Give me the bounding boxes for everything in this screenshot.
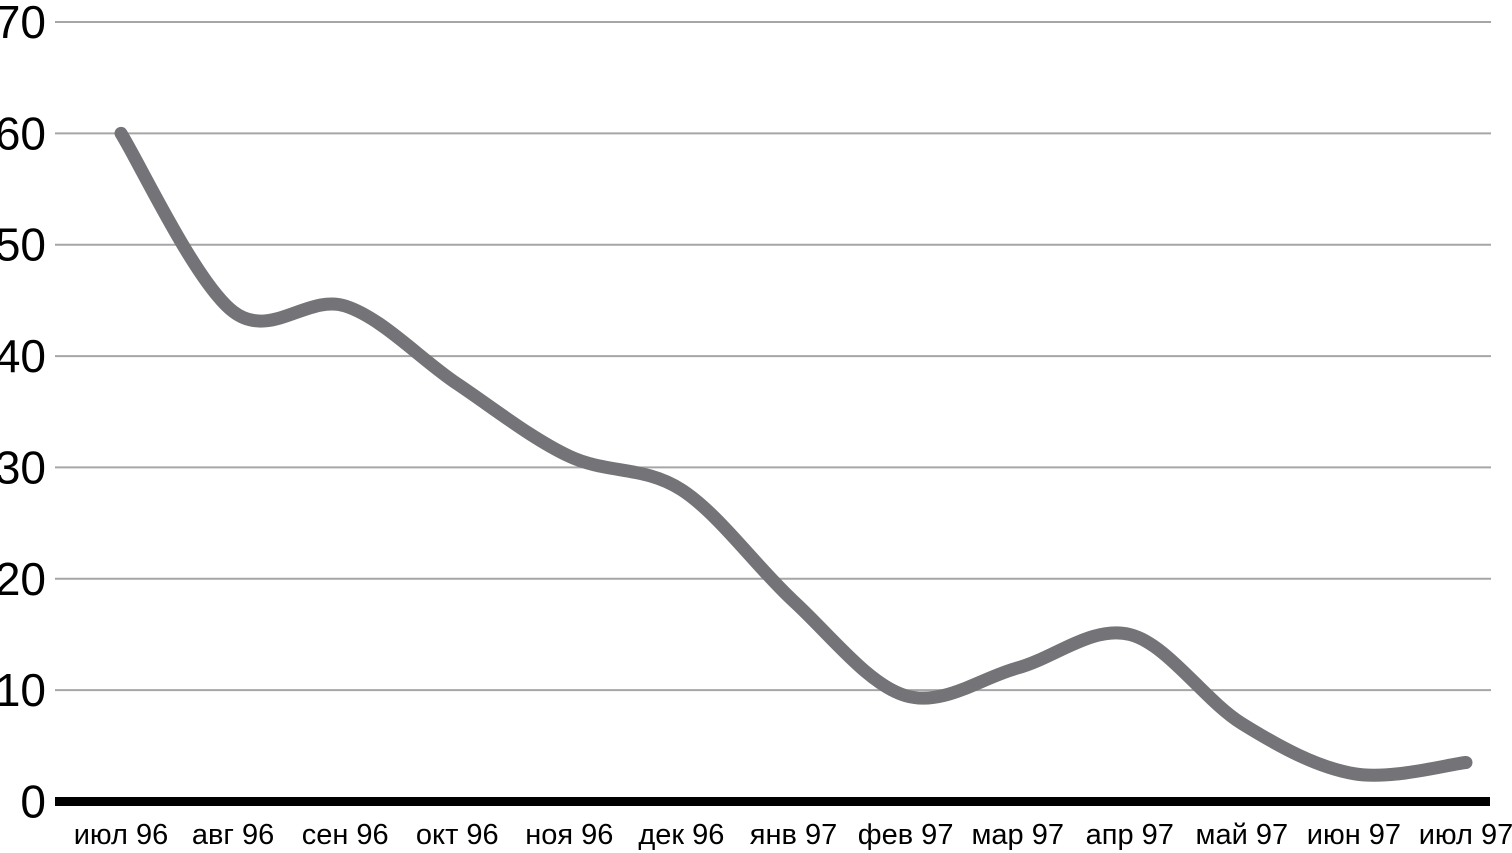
y-axis-tick-label: 60 <box>0 107 46 159</box>
y-axis-tick-label: 40 <box>0 330 46 382</box>
x-axis-tick-label: мар 97 <box>971 819 1064 851</box>
x-axis-tick-label: май 97 <box>1196 819 1289 851</box>
x-axis-labels: июл 96 авг 96 сен 96 окт 96 ноя 96 дек 96 янв … <box>74 819 1512 851</box>
x-axis-tick-label: фев 97 <box>858 819 954 851</box>
x-axis-tick-label: янв 97 <box>750 819 837 851</box>
x-axis-tick-label: ноя 96 <box>525 819 613 851</box>
x-axis-tick-label: авг 96 <box>192 819 274 851</box>
x-axis-tick-label: окт 96 <box>416 819 499 851</box>
y-axis-tick-label: 70 <box>0 0 46 48</box>
x-axis-tick-label: июл 96 <box>74 819 169 851</box>
y-axis-tick-label: 30 <box>0 441 46 493</box>
y-axis-tick-label: 20 <box>0 553 46 605</box>
y-axis-labels: 0 10 20 30 40 50 60 70 <box>0 0 46 828</box>
x-axis-tick-label: июн 97 <box>1307 819 1401 851</box>
x-axis-tick-label: сен 96 <box>302 819 389 851</box>
y-axis-tick-label: 50 <box>0 219 46 271</box>
x-axis-tick-label: апр 97 <box>1086 819 1174 851</box>
y-axis-tick-label: 0 <box>20 776 46 828</box>
series-line <box>114 126 1473 782</box>
x-axis-tick-label: дек 96 <box>638 819 724 851</box>
x-axis-tick-label: июл 97 <box>1419 819 1512 851</box>
gridlines <box>55 21 1491 692</box>
y-axis-tick-label: 10 <box>0 664 46 716</box>
